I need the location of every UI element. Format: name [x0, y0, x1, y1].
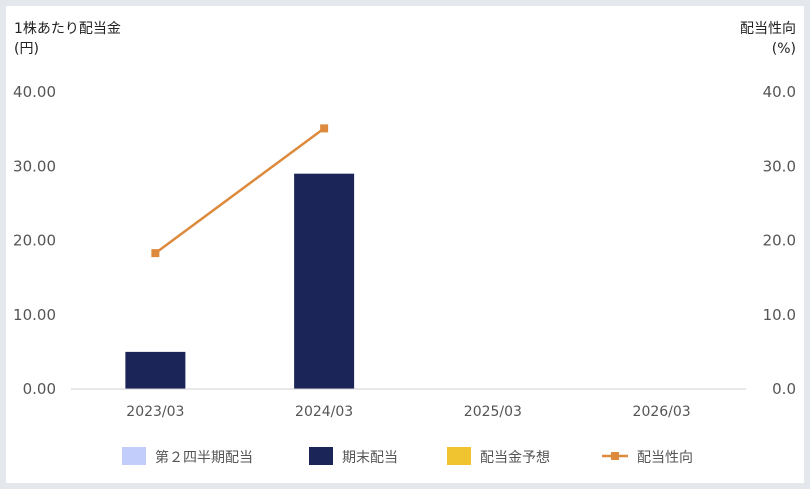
legend-label: 配当性向 [637, 450, 693, 466]
x-tick-label: 2025/03 [464, 404, 522, 420]
right-tick-label: 30.0 [763, 157, 796, 175]
line-point [320, 124, 329, 133]
x-tick-label: 2024/03 [295, 404, 353, 420]
left-tick-label: 20.00 [13, 232, 56, 250]
left-axis-unit: (円) [14, 41, 39, 57]
left-axis-title: 1株あたり配当金 [14, 21, 121, 37]
legend-swatch [447, 447, 471, 465]
right-tick-label: 20.0 [763, 232, 796, 250]
legend-label: 配当金予想 [480, 450, 550, 466]
right-tick-label: 0.0 [772, 380, 796, 398]
right-tick-label: 10.0 [763, 306, 796, 324]
x-tick-label: 2023/03 [126, 404, 184, 420]
left-tick-label: 30.00 [13, 157, 56, 175]
left-tick-label: 10.00 [13, 306, 56, 324]
right-tick-label: 40.0 [763, 83, 796, 101]
payout-ratio-line [154, 127, 325, 255]
right-axis-unit: (%) [772, 41, 796, 57]
dividend-chart: 1株あたり配当金 (円) 配当性向 (%) 0.00 10.00 20.00 30.0… [13, 21, 796, 466]
legend-label: 期末配当 [342, 450, 398, 466]
line-point [151, 249, 160, 258]
bar [125, 351, 186, 389]
legend-swatch [309, 447, 333, 465]
legend-label: 第２四半期配当 [155, 449, 253, 466]
legend-line-marker [611, 452, 619, 460]
legend-swatch [122, 447, 146, 465]
bar [294, 173, 355, 389]
x-tick-label: 2026/03 [633, 404, 691, 420]
chart-card: 1株あたり配当金 (円) 配当性向 (%) 0.00 10.00 20.00 30.0… [6, 6, 804, 483]
right-axis-title: 配当性向 [740, 21, 796, 37]
left-tick-label: 0.00 [23, 380, 56, 398]
left-tick-label: 40.00 [13, 83, 56, 101]
